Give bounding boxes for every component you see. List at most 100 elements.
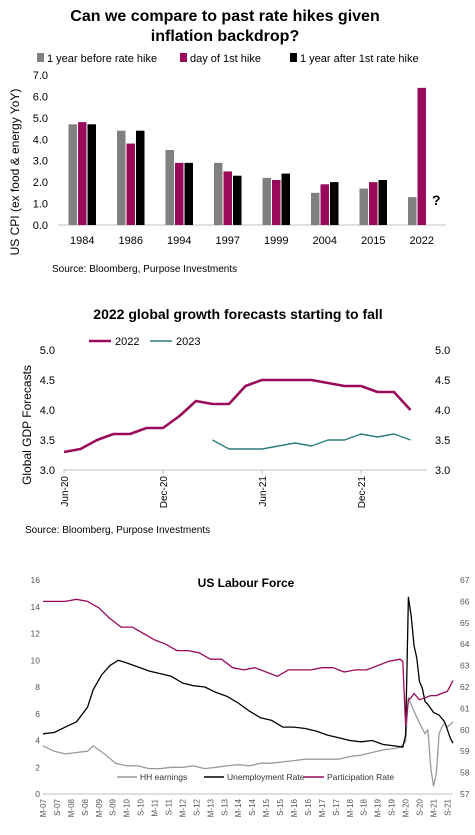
chart1-category-label: 1997: [216, 235, 240, 247]
chart3-ytick-right: 65: [460, 618, 470, 628]
chart3-legend-label: HH earnings: [140, 772, 187, 782]
chart3-ytick-right: 64: [460, 639, 470, 649]
chart2-ylabel: Global GDP Forecasts: [20, 365, 34, 485]
chart3-xtick-label: S-21: [443, 798, 452, 815]
chart3-ytick-left: 2: [35, 762, 40, 772]
chart2-ytick-right: 5.0: [435, 345, 450, 357]
chart1-ytick-label: 4.0: [33, 134, 48, 146]
chart2-xtick-label: Jun-20: [60, 476, 71, 507]
chart1-title-line1: Can we compare to past rate hikes given: [70, 8, 379, 25]
chart2-ytick-left: 4.5: [40, 375, 55, 387]
chart2-source: Source: Bloomberg, Purpose Investments: [25, 525, 210, 536]
chart2-ytick-left: 4.0: [40, 405, 55, 417]
chart1-ylabel: US CPI (ex food & energy YoY): [8, 89, 22, 256]
chart1-bar: [330, 182, 339, 225]
chart1-bar: [320, 184, 329, 225]
chart3-xtick-label: S-17: [332, 798, 341, 815]
chart1-bar: [417, 87, 426, 225]
chart2-ytick-right: 3.5: [435, 435, 450, 447]
chart3-xtick-label: M-16: [290, 798, 299, 817]
chart3-series-line: [43, 598, 454, 727]
chart2-ytick-left: 5.0: [40, 345, 55, 357]
chart1-bars: [68, 87, 426, 225]
chart3-xtick-label: M-10: [123, 798, 132, 817]
chart2-ytick-right: 4.0: [435, 405, 450, 417]
chart2-axes: 3.0 3.0 3.5 3.5 4.0 4.0 4.5 4.5 5.0 5.0 Jun-20 Dec-…: [40, 345, 451, 508]
chart3-lines: [42, 596, 454, 787]
chart3-xtick-label: M-07: [39, 798, 48, 817]
chart3-series-line: [42, 697, 454, 787]
chart1-bar: [223, 171, 232, 225]
chart3-ytick-left: 0: [35, 789, 40, 799]
chart3-ytick-left: 6: [35, 709, 40, 719]
chart1-category-label: 1999: [264, 235, 288, 247]
chart1-bar: [136, 130, 145, 225]
chart1-bar: [359, 188, 368, 225]
chart1-bar: [378, 180, 387, 225]
chart1-bar: [214, 162, 223, 225]
chart1-legend-swatch: [37, 53, 44, 62]
chart3-ytick-right: 67: [460, 575, 470, 585]
chart3-xtick-label: S-07: [53, 798, 62, 815]
chart3-xtick-label: M-13: [206, 798, 215, 817]
chart2-xtick-label: Dec-21: [357, 476, 368, 509]
chart3-axes: 0 2 4 6 8 10 12 14 16 57 58 59 60 61 62 63 64 65 66 67 M-07 S…: [31, 575, 470, 817]
chart1-x-axis: 1984 1986 1994 1997 1999 2004 2015 2022: [70, 235, 434, 247]
chart1-category-label: 1994: [167, 235, 191, 247]
chart3-xtick-label: S-18: [360, 798, 369, 815]
chart1-category-label: 2022: [410, 235, 434, 247]
chart1-category-label: 1986: [119, 235, 143, 247]
chart1-ytick-label: 5.0: [33, 113, 48, 125]
chart1-bar: [311, 192, 320, 225]
chart2-ytick-right: 4.5: [435, 375, 450, 387]
chart2-ytick-left: 3.0: [40, 465, 55, 477]
chart3-xtick-label: M-21: [429, 798, 438, 817]
chart1-bar: [126, 143, 135, 225]
chart2-title: 2022 global growth forecasts starting to…: [93, 306, 382, 322]
chart3-ytick-right: 57: [460, 789, 470, 799]
chart3-title: US Labour Force: [198, 576, 295, 590]
chart1-bar: [281, 173, 290, 225]
chart3-xtick-label: M-17: [318, 798, 327, 817]
chart1-bar: [68, 124, 77, 225]
chart1-bar: [369, 182, 378, 225]
chart1-legend-label: 1 year after 1st rate hike: [300, 53, 419, 65]
chart3-xtick-label: M-15: [262, 798, 271, 817]
chart1-ytick-label: 0.0: [33, 220, 48, 232]
chart3-ytick-right: 59: [460, 746, 470, 756]
chart2-ytick-left: 3.5: [40, 435, 55, 447]
chart3-xtick-label: S-12: [192, 798, 201, 815]
chart3-xtick-label: S-19: [388, 798, 397, 815]
chart1-ytick-label: 6.0: [33, 91, 48, 103]
chart3-xtick-label: S-15: [276, 798, 285, 815]
chart1-source: Source: Bloomberg, Purpose Investments: [52, 264, 237, 275]
chart3-ytick-left: 12: [31, 629, 41, 639]
chart1-category-label: 2015: [361, 235, 385, 247]
chart1-bar: [262, 177, 271, 225]
chart1-annotation: ?: [432, 192, 441, 208]
chart1-bar: [272, 180, 281, 225]
chart1-bar: [78, 122, 87, 225]
chart3-xtick-label: M-18: [346, 798, 355, 817]
chart3-xtick-label: M-11: [151, 798, 160, 816]
chart3-ytick-right: 66: [460, 596, 470, 606]
chart1-title-line2: inflation backdrop?: [151, 28, 299, 45]
chart1-bar: [175, 162, 184, 225]
chart3-ytick-right: 61: [460, 703, 470, 713]
chart3-ytick-left: 8: [35, 682, 40, 692]
chart1-legend-label: 1 year before rate hike: [47, 53, 157, 65]
chart2-legend-label: 2022: [115, 336, 139, 348]
chart1-ytick-label: 1.0: [33, 199, 48, 211]
chart1-legend-label: day of 1st hike: [190, 53, 261, 65]
chart1-ytick-label: 3.0: [33, 156, 48, 168]
chart3-series-line: [42, 596, 454, 748]
chart3-xtick-label: S-13: [220, 798, 229, 815]
chart2-lines: [63, 378, 412, 454]
chart2-xtick-label: Dec-20: [159, 476, 170, 509]
chart3-xtick-label: S-14: [248, 798, 257, 815]
chart3-xtick-label: S-10: [137, 798, 146, 815]
chart3-ytick-right: 63: [460, 661, 470, 671]
chart3-ytick-right: 58: [460, 768, 470, 778]
chart1-legend: 1 year before rate hike day of 1st hike 1 …: [37, 53, 419, 65]
chart3-xtick-label: M-19: [374, 798, 383, 817]
